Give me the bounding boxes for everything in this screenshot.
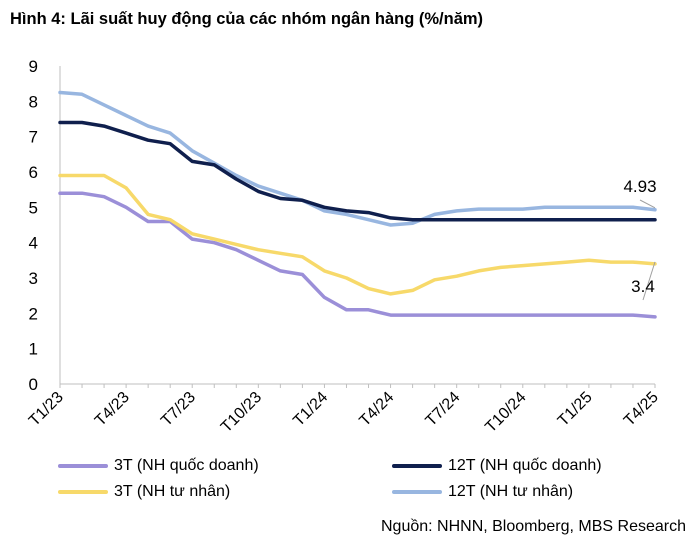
- y-tick-label: 3: [29, 269, 38, 288]
- legend-swatch: [58, 464, 108, 468]
- series-line-3: [58, 90, 657, 227]
- legend-label: 3T (NH quốc doanh): [114, 457, 259, 474]
- series-line-2: [58, 173, 657, 296]
- annotation-box: [614, 172, 666, 200]
- annotations: 4.93 3.4: [614, 172, 666, 301]
- x-tick-label: T4/24: [356, 389, 397, 430]
- annotation-leader: [639, 199, 656, 209]
- x-tick-label: T10/24: [482, 389, 529, 436]
- y-tick-label: 0: [29, 375, 38, 394]
- y-tick-label: 9: [29, 57, 38, 76]
- legend-swatch: [392, 490, 442, 494]
- x-tick-label: T7/23: [158, 389, 199, 430]
- y-tick-label: 1: [29, 340, 38, 359]
- x-tick-label: T1/25: [555, 389, 596, 430]
- legend-item-3t-tu-nhan: 3T (NH tư nhân): [58, 483, 230, 501]
- annotation-label: 3.4: [631, 277, 655, 296]
- annotation-leader: [642, 261, 656, 301]
- x-tick-label: T1/23: [26, 389, 67, 430]
- series-line-1: [58, 120, 657, 222]
- source-note: Nguồn: NHNN, Bloomberg, MBS Research: [380, 518, 686, 535]
- legend-swatch: [58, 490, 108, 494]
- series-lines: [58, 90, 657, 319]
- chart-title: Hình 4: Lãi suất huy động của các nhóm n…: [10, 10, 484, 28]
- x-tick-label: T4/23: [92, 389, 133, 430]
- x-tick-label: T4/25: [621, 389, 662, 430]
- legend-swatch: [392, 464, 442, 468]
- x-tick-label: T7/24: [423, 389, 464, 430]
- x-tick-label: T10/23: [218, 389, 265, 436]
- annotation-label: 4.93: [623, 177, 656, 196]
- y-tick-label: 8: [29, 92, 38, 111]
- y-tick-label: 5: [29, 198, 38, 217]
- series-line-0: [58, 191, 657, 319]
- legend-label: 12T (NH quốc doanh): [448, 457, 602, 474]
- y-tick-label: 4: [29, 234, 38, 253]
- annotation-box: [621, 272, 665, 300]
- legend-label: 12T (NH tư nhân): [448, 483, 574, 500]
- legend-item-3t-quoc-doanh: 3T (NH quốc doanh): [58, 457, 259, 475]
- legend-item-12t-quoc-doanh: 12T (NH quốc doanh): [392, 457, 602, 475]
- legend-item-12t-tu-nhan: 12T (NH tư nhân): [392, 483, 573, 501]
- y-tick-label: 2: [29, 304, 38, 323]
- legend-label: 3T (NH tư nhân): [114, 483, 231, 500]
- x-tick-label: T1/24: [290, 389, 331, 430]
- y-tick-label: 7: [29, 128, 38, 147]
- y-tick-label: 6: [29, 163, 38, 182]
